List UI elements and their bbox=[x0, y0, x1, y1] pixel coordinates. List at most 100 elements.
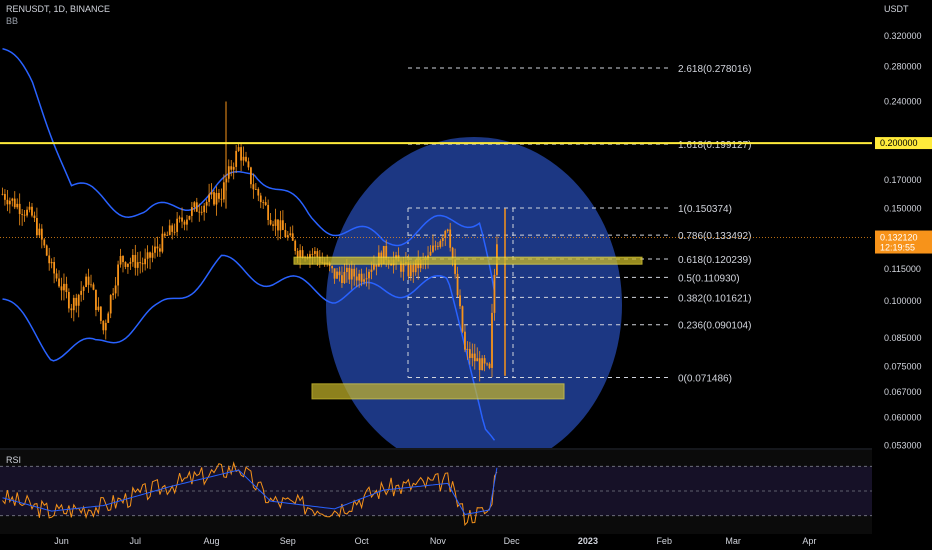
y-tick-label: 0.100000 bbox=[884, 296, 922, 306]
candle-body bbox=[40, 228, 43, 240]
x-tick-label: Jun bbox=[54, 536, 69, 546]
candle-body bbox=[358, 273, 361, 281]
candle-body bbox=[11, 198, 14, 201]
candle-body bbox=[218, 192, 220, 199]
candle-body bbox=[190, 207, 193, 216]
candle-body bbox=[331, 266, 333, 269]
candle-body bbox=[8, 200, 11, 205]
candle-body bbox=[119, 256, 122, 265]
candle-body bbox=[134, 254, 137, 268]
candle-body bbox=[449, 229, 452, 248]
candle-body bbox=[240, 147, 242, 161]
fib-label-5: 0.5(0.110930) bbox=[678, 273, 740, 284]
candle-body bbox=[313, 251, 316, 254]
candle-body bbox=[242, 156, 245, 161]
y-tick-label: 0.075000 bbox=[884, 362, 922, 372]
candle-body bbox=[294, 240, 297, 251]
x-tick-label: Nov bbox=[430, 536, 447, 546]
candle-body bbox=[18, 203, 21, 215]
candle-body bbox=[365, 278, 368, 280]
candle-body bbox=[309, 254, 311, 259]
candle-body bbox=[1, 193, 4, 195]
fib-label-1: 1.618(0.199127) bbox=[678, 140, 751, 151]
candle-body bbox=[286, 235, 289, 238]
x-tick-label: Mar bbox=[725, 536, 741, 546]
y-tick-label: 0.280000 bbox=[884, 61, 922, 71]
candle-body bbox=[407, 261, 410, 277]
candle-body bbox=[259, 195, 262, 203]
candle-body bbox=[95, 289, 97, 311]
candle-body bbox=[436, 246, 439, 247]
supply-zone[interactable] bbox=[293, 256, 643, 265]
fib-label-6: 0.382(0.101621) bbox=[678, 293, 751, 304]
candle-body bbox=[311, 253, 314, 255]
x-tick-label: Jul bbox=[130, 536, 142, 546]
candle-body bbox=[385, 246, 388, 260]
candle-body bbox=[4, 194, 6, 200]
candle-body bbox=[466, 349, 469, 350]
candle-body bbox=[267, 204, 270, 220]
candle-body bbox=[336, 271, 338, 279]
candle-body bbox=[31, 206, 33, 216]
candle-body bbox=[159, 248, 161, 252]
y-tick-label: 0.060000 bbox=[884, 412, 922, 422]
candle-body bbox=[215, 192, 218, 205]
candle-body bbox=[237, 147, 240, 151]
candle-body bbox=[451, 247, 454, 260]
candle-body bbox=[488, 363, 491, 368]
candle-body bbox=[21, 214, 24, 215]
y-tick-label: 0.320000 bbox=[884, 31, 922, 41]
candle-body bbox=[141, 263, 144, 265]
candle-body bbox=[208, 194, 210, 202]
candle-body bbox=[183, 221, 186, 225]
candle-body bbox=[102, 320, 105, 331]
candle-body bbox=[247, 161, 250, 168]
candle-body bbox=[227, 166, 230, 179]
candle-body bbox=[129, 261, 132, 264]
candle-body bbox=[348, 267, 351, 280]
candle-body bbox=[491, 312, 493, 368]
candle-body bbox=[345, 267, 348, 272]
candle-body bbox=[373, 264, 375, 270]
candle-body bbox=[350, 268, 353, 280]
y-tick-label: 0.085000 bbox=[884, 333, 922, 343]
last-price-tag bbox=[875, 230, 932, 254]
candle-body bbox=[476, 358, 479, 362]
candle-body bbox=[468, 349, 471, 358]
highlight-circle bbox=[326, 137, 622, 448]
candle-body bbox=[112, 293, 115, 296]
price-axis-bg bbox=[872, 0, 932, 550]
candle-body bbox=[205, 201, 208, 206]
candle-body bbox=[363, 279, 365, 282]
candle-body bbox=[82, 286, 85, 291]
candle-body bbox=[161, 233, 164, 252]
candle-body bbox=[486, 363, 488, 365]
candle-body bbox=[213, 192, 215, 205]
candle-body bbox=[92, 284, 95, 290]
x-tick-label: Oct bbox=[355, 536, 370, 546]
x-tick-label: Sep bbox=[280, 536, 296, 546]
demand-zone[interactable] bbox=[311, 383, 565, 400]
bb-indicator-label[interactable]: BB bbox=[6, 16, 19, 26]
candle-body bbox=[245, 156, 247, 162]
candle-body bbox=[33, 215, 36, 218]
candle-body bbox=[171, 225, 174, 232]
candle-body bbox=[144, 258, 147, 265]
candle-body bbox=[114, 285, 117, 294]
candle-body bbox=[149, 252, 151, 258]
candle-body bbox=[107, 313, 110, 323]
candle-body bbox=[163, 233, 166, 236]
y-tick-label: 0.053000 bbox=[884, 441, 922, 451]
candle-body bbox=[478, 358, 481, 371]
candle-body bbox=[117, 264, 119, 286]
candle-body bbox=[23, 214, 26, 216]
candle-body bbox=[181, 217, 183, 222]
candle-body bbox=[178, 217, 181, 219]
candle-body bbox=[456, 273, 459, 296]
bollinger-layer bbox=[2, 47, 496, 441]
candle-body bbox=[272, 224, 274, 226]
candle-body bbox=[63, 283, 65, 291]
fib-label-7: 0.236(0.090104) bbox=[678, 321, 751, 332]
candle-body bbox=[333, 268, 336, 279]
